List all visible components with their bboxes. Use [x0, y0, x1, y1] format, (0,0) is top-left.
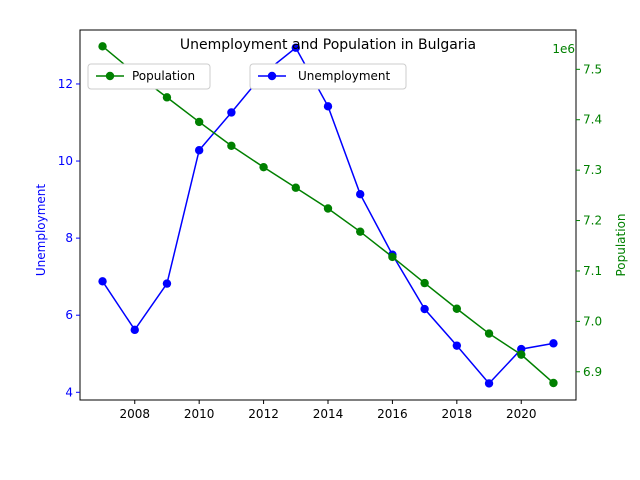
- legend-unemployment-box: [249, 63, 407, 90]
- y-right-axis-label: Population: [614, 213, 628, 276]
- unemployment-point: [291, 43, 300, 52]
- population-point: [162, 93, 172, 102]
- population-point: [227, 141, 236, 150]
- x-tick-label: 2016: [377, 407, 408, 421]
- population-point: [517, 350, 526, 359]
- x-tick-label: 2020: [506, 407, 537, 421]
- y-right-tick-label: 7.1: [583, 264, 602, 278]
- population-point: [291, 183, 300, 192]
- y-right-tick-label: 7.3: [583, 163, 602, 177]
- x-tick-label: 2012: [248, 407, 279, 421]
- y-right-tick-label: 7.0: [583, 314, 602, 328]
- unemployment-point: [549, 339, 558, 348]
- population-point: [194, 117, 204, 127]
- legend-population-box: [87, 63, 211, 90]
- y-left-tick-label: 12: [58, 77, 73, 91]
- unemployment-point: [356, 189, 365, 199]
- population-point: [549, 378, 558, 388]
- chart-title: Unemployment and Population in Bulgaria: [180, 37, 476, 53]
- unemployment-point: [452, 341, 462, 350]
- y-left-axis-label: Unemployment: [34, 184, 48, 277]
- unemployment-point: [130, 325, 139, 335]
- population-point: [323, 204, 333, 213]
- legend-unemployment-marker: [267, 71, 277, 81]
- y-left-tick-label: 6: [65, 308, 73, 322]
- y-right-tick-label: 6.9: [583, 365, 602, 379]
- x-axis: 2008 2010 2012 2014 2016 2018 2020: [119, 400, 537, 421]
- population-point: [420, 278, 429, 288]
- population-point: [259, 162, 268, 172]
- x-tick-label: 2010: [184, 407, 215, 421]
- y-right-tick-label: 7.5: [583, 62, 602, 76]
- x-tick-label: 2014: [313, 407, 344, 421]
- y-right-axis: 6.9 7.0 7.1 7.2 7.3 7.4 7.5: [576, 62, 602, 379]
- unemployment-point: [194, 146, 204, 155]
- x-tick-label: 2008: [119, 407, 150, 421]
- y-right-tick-label: 7.4: [583, 113, 602, 127]
- y-left-tick-label: 10: [58, 154, 73, 168]
- unemployment-point: [227, 108, 236, 117]
- y-right-scale-label: 1e6: [552, 42, 575, 56]
- population-point: [388, 252, 397, 262]
- legend-population: Population: [87, 63, 211, 90]
- unemployment-point: [162, 279, 172, 288]
- legend-population-marker: [105, 71, 115, 81]
- legend-population-label: Population: [132, 69, 195, 83]
- population-point: [484, 329, 494, 338]
- unemployment-point: [420, 304, 429, 314]
- population-point: [356, 227, 365, 236]
- y-left-axis: 4 6 8 10 12: [58, 77, 80, 399]
- x-tick-label: 2018: [442, 407, 473, 421]
- unemployment-point: [98, 277, 107, 286]
- y-left-tick-label: 8: [65, 231, 73, 245]
- unemployment-point: [484, 379, 494, 388]
- plot-background: [80, 30, 576, 400]
- population-point: [98, 42, 107, 51]
- legend-unemployment: Unemployment: [249, 63, 407, 90]
- y-right-tick-label: 7.2: [583, 214, 602, 228]
- y-left-tick-label: 4: [65, 385, 73, 399]
- population-point: [452, 304, 462, 313]
- legend-unemployment-label: Unemployment: [298, 69, 391, 83]
- unemployment-point: [323, 102, 333, 111]
